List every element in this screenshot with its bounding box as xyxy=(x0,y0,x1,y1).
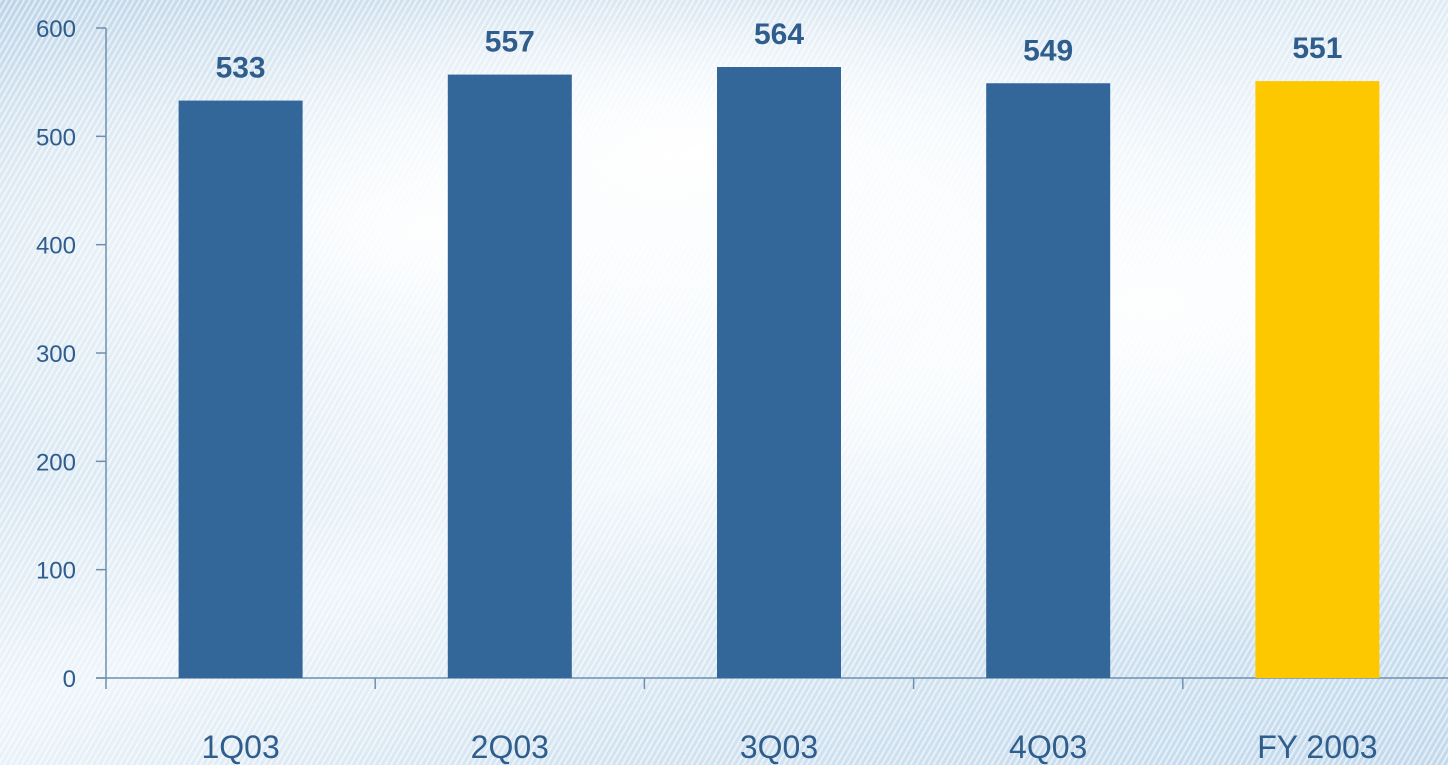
data-label: 551 xyxy=(1292,32,1342,65)
bar-1q03 xyxy=(178,100,303,679)
y-tick-label: 400 xyxy=(36,233,76,260)
bar-2q03 xyxy=(447,74,572,679)
x-axis: 1Q03 2Q03 3Q03 4Q03 FY 2003 xyxy=(96,677,1448,765)
data-labels: 533 557 564 549 551 xyxy=(216,18,1343,85)
y-axis: 0 100 200 300 400 500 600 xyxy=(36,16,107,693)
x-tick-label: 3Q03 xyxy=(740,729,818,765)
y-tick-label: 100 xyxy=(36,558,76,585)
y-tick-label: 0 xyxy=(63,666,76,693)
x-tick-label: 1Q03 xyxy=(201,729,279,765)
x-tick-label: FY 2003 xyxy=(1257,729,1377,765)
data-label: 549 xyxy=(1023,34,1073,67)
bar-4q03 xyxy=(986,83,1111,678)
bar-3q03 xyxy=(717,67,841,678)
bar-fy-2003 xyxy=(1255,81,1380,679)
data-label: 564 xyxy=(754,18,804,51)
x-tick-label: 2Q03 xyxy=(471,729,549,765)
bars xyxy=(178,67,1380,679)
y-tick-label: 600 xyxy=(36,16,76,43)
y-tick-label: 300 xyxy=(36,341,76,368)
data-label: 557 xyxy=(485,26,535,59)
x-tick-label: 4Q03 xyxy=(1009,729,1087,765)
data-label: 533 xyxy=(216,52,266,85)
y-tick-label: 200 xyxy=(36,449,76,476)
y-tick-label: 500 xyxy=(36,124,76,151)
